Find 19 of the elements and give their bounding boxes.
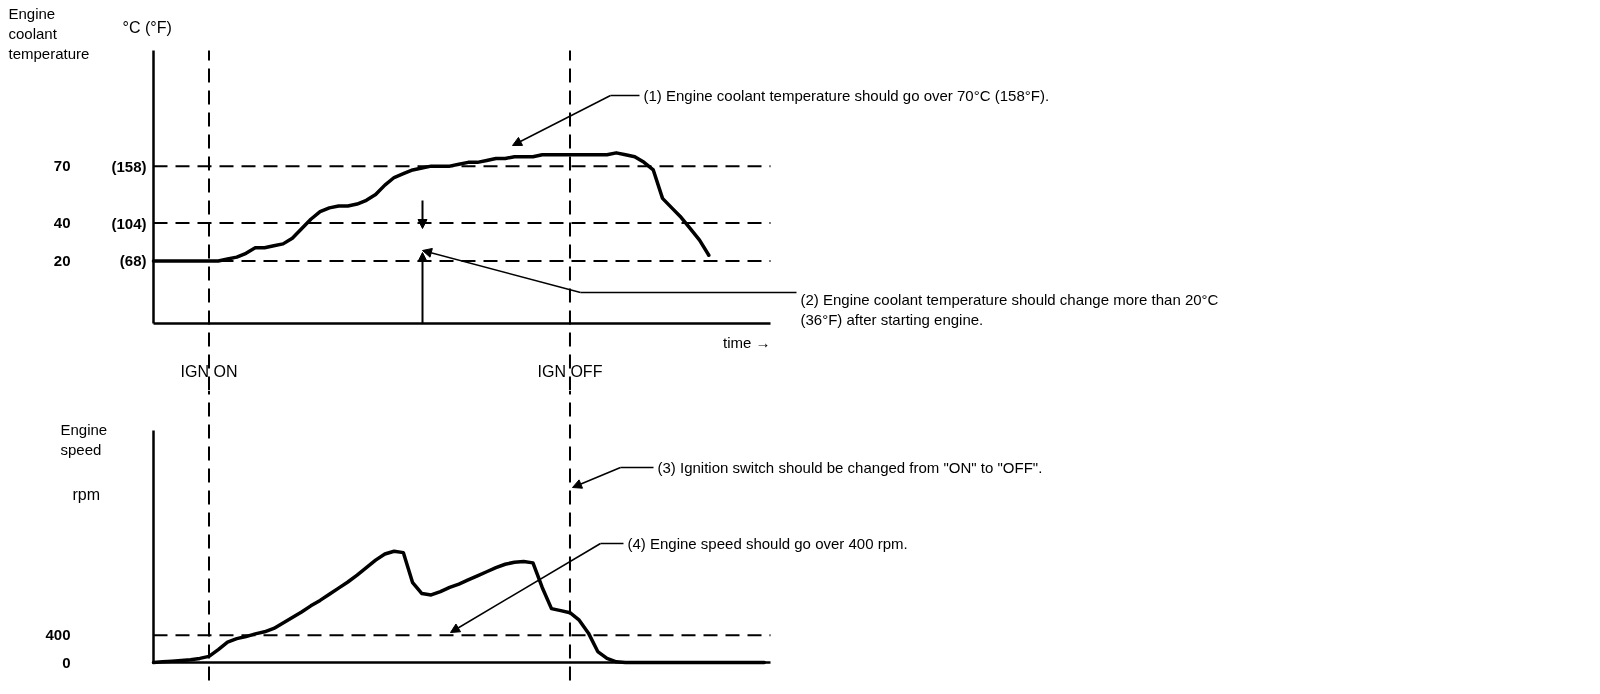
text: °C (°F) (122, 18, 172, 36)
x-tick-label: IGN ON (180, 362, 238, 380)
y2-tick-label: (68) (119, 252, 147, 270)
x-tick-label: IGN OFF (537, 362, 603, 380)
y-tick-label: 40 (53, 214, 71, 232)
annotation: (3) Ignition switch should be changed from "ON" to "OFF". (657, 458, 1043, 476)
annotation: (1) Engine coolant temperature should go over 70°C (158°F). (643, 86, 1050, 104)
y-axis-title: Engine coolant temperature (8, 4, 90, 63)
y-tick-label: 70 (53, 157, 71, 175)
y-tick-label: 400 (45, 626, 71, 644)
y2-tick-label: (104) (111, 214, 147, 232)
y-axis-title: Engine speed (60, 420, 108, 458)
text: (2) Engine coolant temperature should change more than 20°C (36°F) after starting engine. (800, 290, 1219, 328)
y-tick-label: 0 (62, 653, 71, 671)
text: rpm (72, 485, 101, 503)
x-axis-title: time → (723, 333, 771, 351)
y2-tick-label: (158) (111, 157, 147, 175)
y-tick-label: 20 (53, 251, 71, 269)
annotation: (4) Engine speed should go over 400 rpm. (627, 534, 908, 552)
